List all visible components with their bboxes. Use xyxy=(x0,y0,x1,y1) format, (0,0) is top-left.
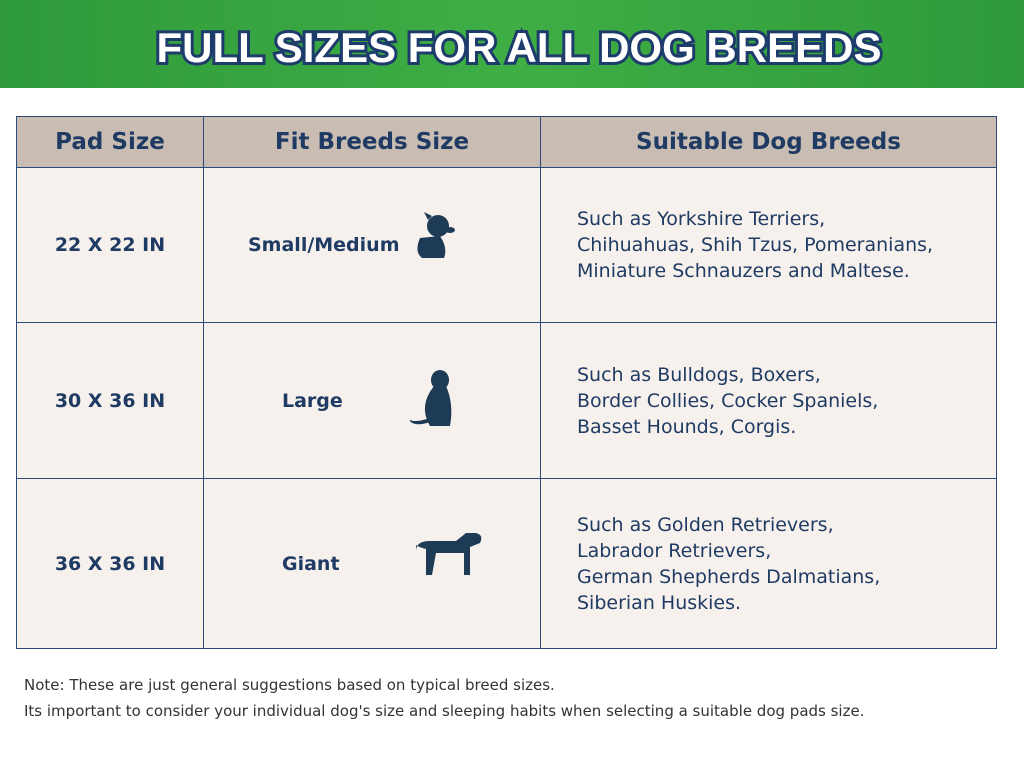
table: Pad Size Fit Breeds Size Suitable Dog Bree… xyxy=(16,116,997,649)
dog-icon xyxy=(416,532,482,575)
pad-size: 36 X 36 IN xyxy=(54,552,166,575)
dog-icon xyxy=(417,212,455,258)
breed-line: Siberian Huskies. xyxy=(577,591,742,614)
breed-line: Basset Hounds, Corgis. xyxy=(577,415,797,438)
header-cell: Fit Breeds Size xyxy=(203,116,541,168)
column-header: Pad Size xyxy=(55,129,165,155)
pad-size: 30 X 36 IN xyxy=(54,389,166,412)
pad-size-cell: 22 X 22 IN xyxy=(16,167,204,323)
breed-line: Chihuahuas, Shih Tzus, Pomeranians, xyxy=(577,234,934,256)
column-header: Suitable Dog Breeds xyxy=(636,129,901,155)
breed-line: Such as Golden Retrievers, xyxy=(577,513,834,536)
title: FULL SIZES FOR ALL DOG BREEDS xyxy=(157,24,882,71)
note: Note: These are just general suggestions… xyxy=(24,676,555,694)
fit-size-cell: Small/Medium xyxy=(203,167,541,323)
breed-line: Such as Yorkshire Terriers, xyxy=(577,208,826,230)
breeds-cell: Such as Bulldogs, Boxers, Border Collies,… xyxy=(540,322,997,479)
banner: FULL SIZES FOR ALL DOG BREEDS xyxy=(0,0,1024,88)
breed-line: Labrador Retrievers, xyxy=(577,539,772,562)
breeds-cell: Such as Golden Retrievers, Labrador Retri… xyxy=(540,478,997,649)
fit-size: Small/Medium xyxy=(248,234,400,256)
breed-line: Miniature Schnauzers and Maltese. xyxy=(577,260,910,282)
note: Its important to consider your individua… xyxy=(24,702,865,720)
fit-size-cell: Giant xyxy=(203,478,541,649)
breed-line: Border Collies, Cocker Spaniels, xyxy=(577,389,879,412)
breed-line: German Shepherds Dalmatians, xyxy=(577,565,881,588)
header-cell: Pad Size xyxy=(16,116,204,168)
fit-size: Giant xyxy=(282,552,340,575)
dog-icon xyxy=(410,369,452,426)
pad-size-cell: 36 X 36 IN xyxy=(16,478,204,649)
breed-line: Such as Bulldogs, Boxers, xyxy=(577,363,821,386)
pad-size: 22 X 22 IN xyxy=(54,234,166,256)
column-header: Fit Breeds Size xyxy=(274,129,470,155)
header-cell: Suitable Dog Breeds xyxy=(540,116,997,168)
fit-size: Large xyxy=(282,389,343,412)
banner-title-svg: FULL SIZES FOR ALL DOG BREEDS xyxy=(154,21,885,74)
pad-size-cell: 30 X 36 IN xyxy=(16,322,204,479)
breeds-cell: Such as Yorkshire Terriers, Chihuahuas, S… xyxy=(540,167,997,323)
fit-size-cell: Large xyxy=(203,322,541,479)
